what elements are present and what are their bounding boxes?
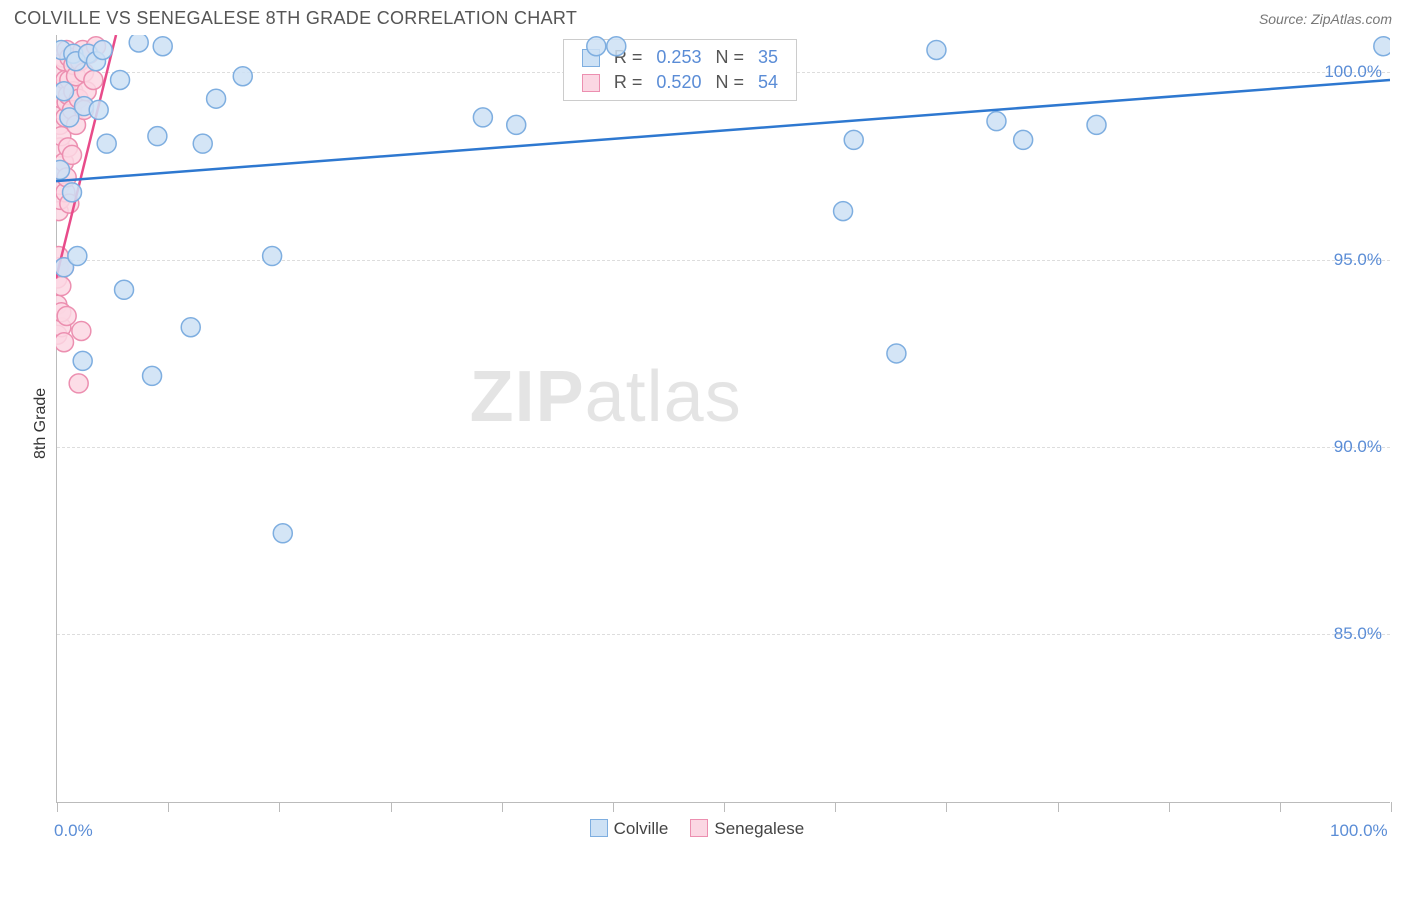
legend-swatch [690, 819, 708, 837]
source-value: ZipAtlas.com [1311, 11, 1392, 27]
legend-n-label: N = [709, 71, 750, 94]
x-tick [168, 802, 169, 812]
source-label: Source: [1259, 11, 1311, 27]
gridline-h [57, 634, 1390, 635]
x-tick [1169, 802, 1170, 812]
x-tick [724, 802, 725, 812]
y-tick-label: 85.0% [1334, 624, 1382, 644]
legend-item: Senegalese [690, 819, 804, 839]
x-tick [1280, 802, 1281, 812]
legend-item-label: Colville [614, 819, 669, 838]
x-tick [279, 802, 280, 812]
x-tick-label: 100.0% [1330, 821, 1388, 841]
legend-r-label: R = [608, 71, 649, 94]
x-tick [835, 802, 836, 812]
plot-area: 85.0% 90.0% 95.0% 100.0% [56, 35, 1390, 803]
y-tick-label: 90.0% [1334, 437, 1382, 457]
gridline-h [57, 260, 1390, 261]
chart-source: Source: ZipAtlas.com [1259, 11, 1392, 27]
legend-r-label: R = [608, 46, 649, 69]
legend-swatch [590, 819, 608, 837]
y-axis-label: 8th Grade [32, 388, 50, 459]
chart-container: 85.0%90.0%95.0%100.0% 8th Grade ZIPatlas… [14, 35, 1392, 917]
x-tick [946, 802, 947, 812]
y-tick-label: 100.0% [1324, 62, 1382, 82]
chart-header: COLVILLE VS SENEGALESE 8TH GRADE CORRELA… [0, 0, 1406, 35]
series-legend: Colville Senegalese [590, 819, 805, 839]
legend-item: Colville [590, 819, 669, 839]
legend-n-value: 54 [752, 71, 784, 94]
y-tick-label: 95.0% [1334, 250, 1382, 270]
legend-swatch [582, 74, 600, 92]
chart-title: COLVILLE VS SENEGALESE 8TH GRADE CORRELA… [14, 8, 577, 29]
legend-row: R =0.520N =54 [576, 71, 784, 94]
legend-row: R =0.253N =35 [576, 46, 784, 69]
legend-swatch [582, 49, 600, 67]
legend-n-label: N = [709, 46, 750, 69]
legend-r-value: 0.520 [650, 71, 707, 94]
legend-r-value: 0.253 [650, 46, 707, 69]
x-tick [1058, 802, 1059, 812]
legend-item-label: Senegalese [714, 819, 804, 838]
x-tick [1391, 802, 1392, 812]
x-tick [391, 802, 392, 812]
gridline-h [57, 447, 1390, 448]
correlation-legend: R =0.253N =35R =0.520N =54 [563, 39, 797, 101]
legend-n-value: 35 [752, 46, 784, 69]
x-tick [613, 802, 614, 812]
x-tick-label: 0.0% [54, 821, 93, 841]
x-tick [57, 802, 58, 812]
x-tick [502, 802, 503, 812]
